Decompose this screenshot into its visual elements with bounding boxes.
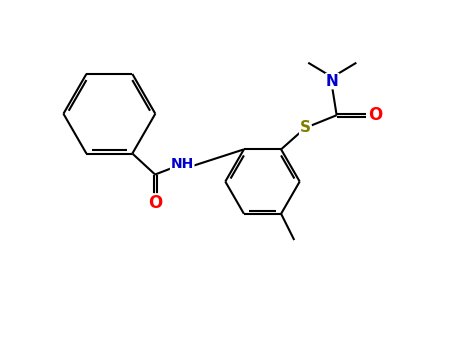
Text: O: O (368, 106, 382, 124)
Text: N: N (326, 74, 339, 89)
Text: NH: NH (171, 156, 194, 170)
Text: O: O (148, 194, 162, 212)
Text: S: S (300, 120, 311, 135)
